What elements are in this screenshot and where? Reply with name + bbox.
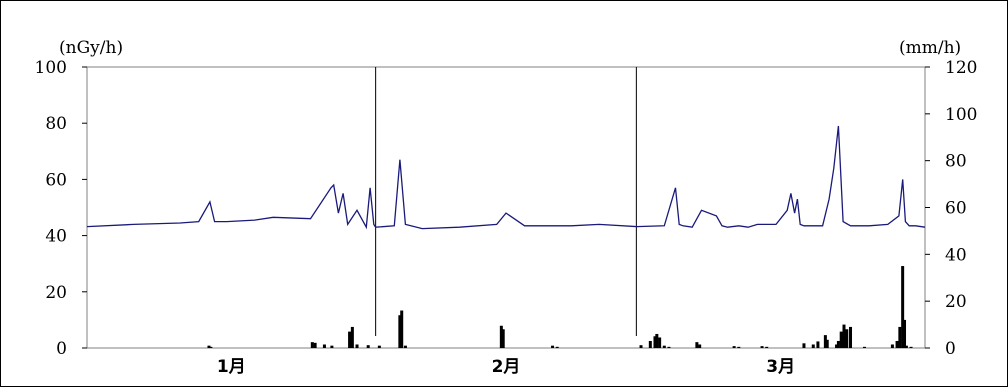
month-label: 3月 <box>766 357 795 377</box>
rain-bar <box>551 345 555 348</box>
rain-bar <box>355 344 359 348</box>
rain-bar <box>555 346 559 348</box>
rain-bar <box>499 325 503 348</box>
rain-bar <box>653 336 657 348</box>
rain-bar <box>760 346 764 348</box>
rain-bar <box>816 341 820 348</box>
rain-bar <box>895 340 899 348</box>
rain-bar <box>655 333 659 348</box>
rain-bar <box>849 326 853 348</box>
rain-bar <box>737 346 741 348</box>
rain-bar <box>330 345 334 348</box>
rain-bar <box>904 345 908 348</box>
month-label: 1月 <box>217 357 246 377</box>
rain-bar <box>366 345 370 348</box>
rain-bar <box>695 342 699 348</box>
rain-bar <box>377 345 381 348</box>
rain-bar <box>667 346 671 348</box>
rain-bar <box>403 345 407 348</box>
month-label: 2月 <box>492 357 521 377</box>
month-dividers <box>375 67 637 336</box>
rain-bar <box>842 324 846 348</box>
left-tick-label: 60 <box>45 170 67 190</box>
rain-bar <box>398 315 402 348</box>
rain-bar <box>698 344 702 348</box>
left-tick-label: 20 <box>45 283 67 303</box>
rain-bar <box>811 344 815 348</box>
rain-bar <box>313 342 317 348</box>
left-tick-label: 80 <box>45 114 67 134</box>
right-tick-label: 0 <box>945 339 956 359</box>
rain-bar <box>862 346 866 348</box>
rain-bar <box>825 339 829 348</box>
rain-bar <box>322 344 326 348</box>
left-tick-label: 40 <box>45 227 67 247</box>
rain-bar <box>732 346 736 348</box>
rain-bar <box>400 310 404 348</box>
rain-bar <box>662 345 666 348</box>
rain-bar <box>839 331 843 348</box>
rainfall-bars <box>207 266 913 348</box>
right-tick-label: 40 <box>945 245 967 265</box>
rain-bar <box>909 346 913 348</box>
rain-bar <box>209 346 213 348</box>
rain-bar <box>845 329 849 348</box>
rain-bar <box>802 343 806 348</box>
rain-bar <box>765 346 769 348</box>
right-tick-label: 80 <box>945 152 967 172</box>
left-tick-label: 0 <box>56 339 67 359</box>
right-tick-label: 120 <box>945 58 977 78</box>
right-axis-unit: (mm/h) <box>899 38 961 58</box>
rain-bar <box>898 326 902 348</box>
rain-bar <box>501 329 505 348</box>
left-tick-label: 100 <box>35 58 67 78</box>
rain-bar <box>350 326 354 348</box>
rain-bar <box>823 335 827 348</box>
rain-bar <box>890 344 894 348</box>
rain-bar <box>310 342 314 348</box>
rain-bar <box>836 340 840 348</box>
rain-bar <box>648 340 652 348</box>
rain-bar <box>835 344 839 348</box>
dose-rate-line <box>86 125 926 230</box>
right-axis: 0 20 40 60 80 100 120 <box>925 58 977 359</box>
plot-area <box>86 66 926 349</box>
rain-bar <box>901 266 905 348</box>
right-tick-label: 60 <box>945 199 967 219</box>
rain-bar <box>348 331 352 348</box>
rain-bar <box>658 337 662 348</box>
rain-bar <box>903 319 907 348</box>
left-axis: 0 20 40 60 80 100 <box>35 58 87 359</box>
rain-bar <box>639 345 643 348</box>
right-tick-label: 20 <box>945 292 967 312</box>
rain-bar <box>207 345 211 348</box>
month-labels: 1月 2月 3月 <box>217 357 795 377</box>
left-axis-unit: (nGy/h) <box>59 38 123 58</box>
right-tick-label: 100 <box>945 105 977 125</box>
